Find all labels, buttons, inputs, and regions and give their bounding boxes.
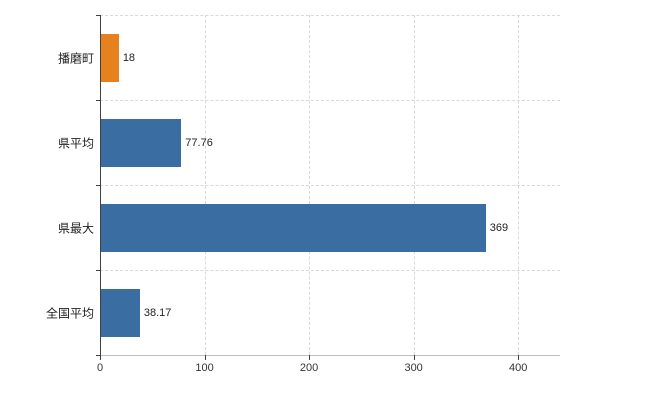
y-axis-tick bbox=[96, 355, 100, 356]
bar-value-label: 77.76 bbox=[185, 136, 213, 149]
plot-area: 18 77.76 369 38.17 bbox=[100, 15, 560, 356]
x-axis-tick bbox=[100, 355, 101, 360]
y-axis-tick bbox=[96, 100, 100, 101]
bar-3 bbox=[100, 203, 486, 252]
bar-4 bbox=[100, 288, 140, 337]
y-axis-tick bbox=[96, 185, 100, 186]
x-axis-tick bbox=[518, 355, 520, 360]
y-axis-line bbox=[100, 15, 101, 355]
horizontal-gridline bbox=[100, 100, 560, 101]
x-axis-tick-label: 300 bbox=[404, 362, 423, 374]
bar-value-label: 38.17 bbox=[143, 306, 172, 319]
bar-value-label: 369 bbox=[489, 221, 509, 234]
y-axis-tick bbox=[96, 270, 100, 271]
horizontal-gridline bbox=[100, 270, 560, 271]
x-axis-tick-label: 100 bbox=[195, 362, 214, 374]
category-label: 県最大 bbox=[57, 221, 94, 235]
x-axis-tick bbox=[204, 355, 206, 360]
horizontal-gridline bbox=[100, 185, 560, 186]
category-label: 全国平均 bbox=[45, 306, 94, 320]
bar-1 bbox=[100, 33, 119, 82]
x-axis-tick bbox=[413, 355, 415, 360]
x-axis-tick-label: 200 bbox=[299, 362, 319, 374]
x-axis-line bbox=[100, 355, 560, 356]
horizontal-gridline bbox=[100, 15, 560, 16]
category-label: 播磨町 bbox=[57, 51, 94, 65]
category-label: 県平均 bbox=[57, 136, 94, 150]
y-axis-tick bbox=[96, 15, 100, 16]
x-axis-tick bbox=[309, 355, 311, 360]
bar-2 bbox=[100, 118, 182, 167]
x-axis-tick-label: 0 bbox=[96, 362, 104, 374]
bar-value-label: 18 bbox=[122, 51, 136, 64]
x-axis-tick-label: 400 bbox=[508, 362, 528, 374]
